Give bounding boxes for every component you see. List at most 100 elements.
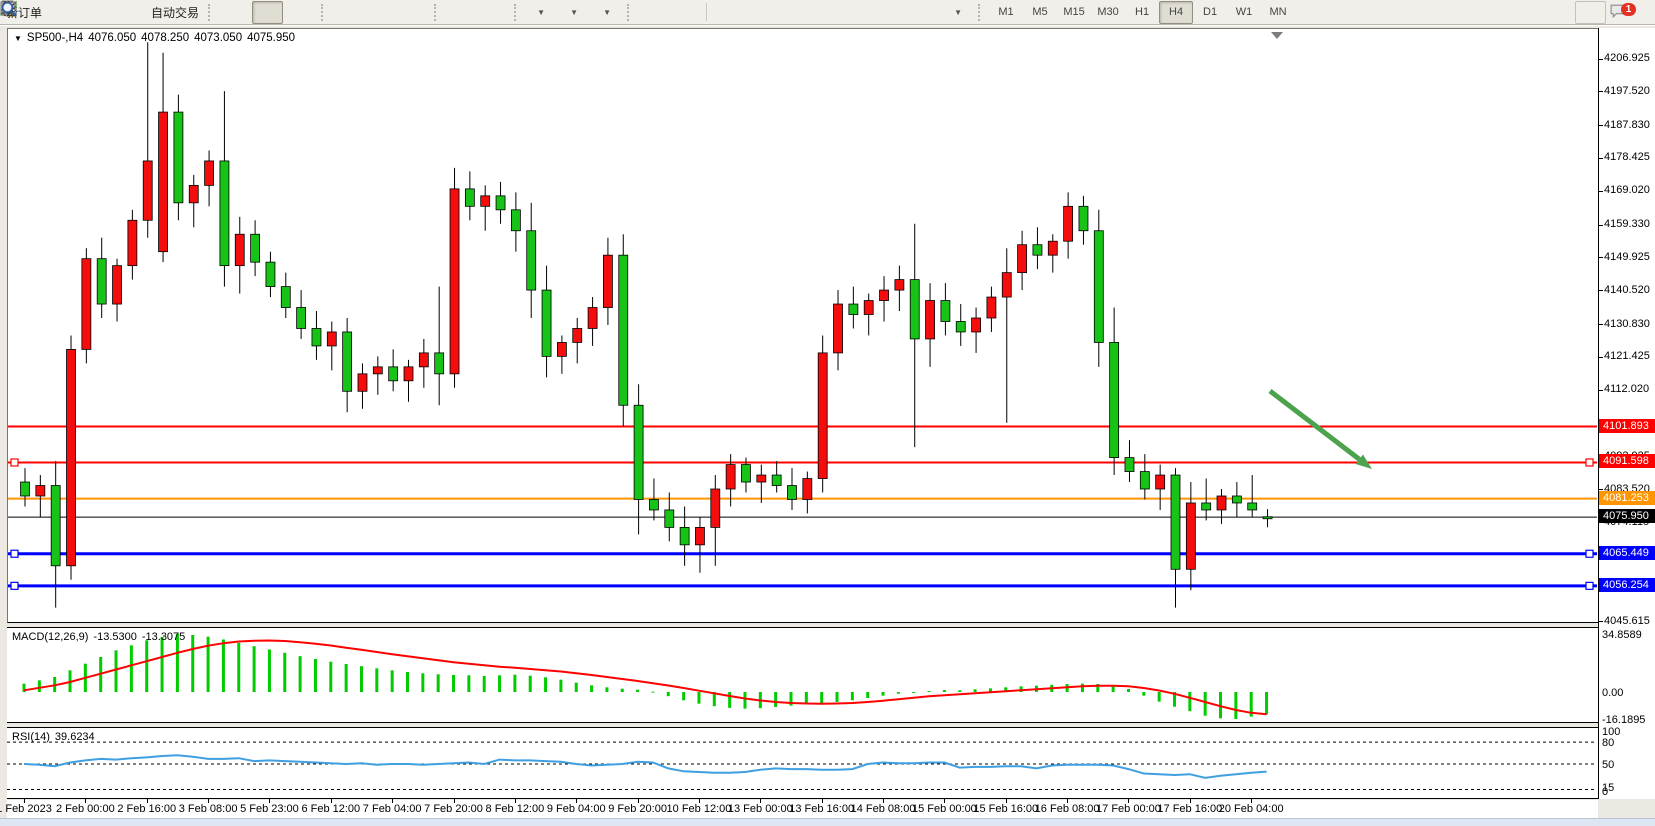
- time-tick-mark: [208, 799, 210, 803]
- text-label-button[interactable]: T: [1, 1, 940, 24]
- tile-windows-button[interactable]: [0, 1, 429, 24]
- price-line-label: 4091.598: [1599, 454, 1655, 469]
- toolbar-grip: [627, 3, 633, 21]
- horizontal-line-button[interactable]: [1, 1, 775, 24]
- price-line-label: 4075.950: [1599, 509, 1655, 524]
- toolbar-grip: [514, 3, 520, 21]
- time-tick-label: 15 Feb 00:00: [911, 803, 977, 815]
- chart-dropdown-icon[interactable]: ▼: [14, 33, 22, 43]
- templates-button[interactable]: ▼: [1, 1, 622, 24]
- candlestick-chart-button[interactable]: [2, 0, 284, 24]
- cursor-button[interactable]: [4, 1, 669, 24]
- price-axis[interactable]: 4206.925 4197.520 4187.830 4178.425 4169.020…: [1598, 28, 1655, 799]
- time-tick-label: 10 Feb 12:00: [666, 803, 732, 815]
- timeframe-button-d1[interactable]: D1: [1203, 6, 1218, 18]
- data-window-button[interactable]: [0, 1, 112, 24]
- rsi-axis-label: 50: [1602, 759, 1615, 771]
- macd-name: MACD(12,26,9): [12, 631, 89, 643]
- notifications-button[interactable]: 1: [1608, 1, 1639, 24]
- chart-symbol-period: SP500-,H4: [26, 32, 84, 44]
- hline-handle[interactable]: [1585, 549, 1594, 558]
- time-axis[interactable]: 1 Feb 2023 2 Feb 00:00 2 Feb 16:00 3 Feb 08…: [0, 799, 1598, 818]
- arrows-button[interactable]: ▼: [2, 1, 973, 24]
- chart-shift-button[interactable]: [1, 1, 509, 24]
- rsi-axis-label: 100: [1602, 726, 1621, 738]
- toolbar-grip: [321, 3, 327, 21]
- main-chart-pane[interactable]: ▼ SP500-,H4 4076.050 4078.250 4073.050 4…: [7, 28, 1598, 623]
- hline-handle[interactable]: [10, 458, 19, 467]
- macd-pane[interactable]: MACD(12,26,9) -13.5300 -13.3075: [7, 627, 1598, 723]
- strategy-tester-button[interactable]: [1, 1, 145, 24]
- arrow-annotation[interactable]: [1268, 389, 1361, 462]
- time-tick-label: 14 Feb 08:00: [850, 803, 916, 815]
- time-tick-label: 13 Feb 00:00: [727, 803, 793, 815]
- market-watch-button[interactable]: [0, 0, 79, 24]
- fibonacci-button[interactable]: F: [1, 1, 874, 24]
- price-tick-label: 4206.925: [1604, 52, 1650, 64]
- price-tick-mark: [1599, 489, 1603, 491]
- rsi-axis-label: 80: [1602, 737, 1615, 750]
- time-tick-mark: [1067, 799, 1069, 803]
- periods-button[interactable]: ▼: [1, 1, 589, 24]
- timeframe-button-h1[interactable]: H1: [1135, 6, 1150, 18]
- arrow-annotation-head[interactable]: [1355, 454, 1372, 469]
- timeframe-button-m5[interactable]: M5: [1032, 6, 1048, 18]
- chart-close: 4075.950: [247, 32, 296, 44]
- time-tick-mark: [269, 799, 271, 803]
- indicators-button[interactable]: ▼: [0, 1, 556, 24]
- time-tick-mark: [330, 799, 332, 803]
- time-tick-label: 7 Feb 20:00: [424, 803, 483, 815]
- line-chart-button[interactable]: [0, 1, 316, 24]
- timeframe-button-h4[interactable]: H4: [1159, 0, 1194, 24]
- timeframe-button-m30[interactable]: M30: [1097, 6, 1119, 18]
- time-tick-mark: [514, 799, 516, 803]
- vertical-line-button[interactable]: [7, 1, 742, 24]
- price-tick-label: 4187.830: [1604, 118, 1650, 131]
- equidistant-channel-button[interactable]: E: [0, 1, 841, 24]
- time-tick-label: 7 Feb 04:00: [362, 803, 422, 815]
- macd-main-value: -13.5300: [93, 631, 137, 643]
- crosshair-button[interactable]: [1, 1, 702, 24]
- dropdown-arrow-icon: ▼: [954, 7, 962, 17]
- rsi-axis-label: 0: [1602, 786, 1609, 798]
- rsi-name: RSI(14): [12, 731, 50, 743]
- time-tick-label: 20 Feb 04:00: [1218, 803, 1284, 815]
- price-tick-label: 4121.425: [1604, 350, 1650, 363]
- timeframe-button-w1[interactable]: W1: [1235, 6, 1253, 18]
- zoom-in-button[interactable]: [1, 1, 363, 24]
- zoom-out-button[interactable]: [1, 1, 396, 24]
- time-tick-mark: [1251, 799, 1253, 803]
- hline-handle[interactable]: [10, 549, 19, 558]
- hline-handle[interactable]: [10, 581, 19, 590]
- auto-trading-button[interactable]: 自动交易: [1, 1, 203, 24]
- trendline-button[interactable]: [1, 1, 808, 24]
- time-tick-label: 17 Feb 16:00: [1157, 803, 1223, 815]
- bar-chart-button[interactable]: [2, 1, 250, 24]
- price-tick-mark: [1599, 224, 1603, 226]
- rsi-pane[interactable]: RSI(14) 39.6234: [7, 727, 1598, 799]
- text-button[interactable]: A: [3, 1, 907, 24]
- rsi-plot[interactable]: [7, 728, 1596, 798]
- price-tick-label: 4045.615: [1604, 614, 1650, 627]
- chart-low: 4073.050: [194, 32, 243, 44]
- hline-handle[interactable]: [1585, 458, 1594, 467]
- timeframe-button-mn[interactable]: MN: [1269, 6, 1287, 18]
- time-tick-mark: [1005, 799, 1007, 803]
- price-tick-mark: [1599, 257, 1603, 259]
- auto-scroll-button[interactable]: [1, 1, 476, 24]
- macd-plot[interactable]: [7, 628, 1596, 722]
- candles-group: [20, 42, 1273, 608]
- window-bottom-strip: [0, 818, 1655, 826]
- search-button[interactable]: [1, 0, 1606, 24]
- price-line-label: 4081.253: [1599, 490, 1655, 505]
- time-tick-mark: [146, 799, 148, 803]
- hline-handle[interactable]: [1585, 581, 1594, 590]
- timeframe-button-m15[interactable]: M15: [1063, 6, 1085, 18]
- price-tick-label: 4197.520: [1604, 84, 1650, 97]
- chart-shift-marker[interactable]: [1271, 32, 1283, 39]
- price-tick-label: 4112.020: [1604, 383, 1650, 396]
- time-tick-label: 9 Feb 20:00: [608, 803, 667, 815]
- main-chart-plot[interactable]: [8, 29, 1597, 622]
- macd-axis-label: 34.8589: [1602, 628, 1642, 641]
- timeframe-button-m1[interactable]: M1: [998, 6, 1014, 18]
